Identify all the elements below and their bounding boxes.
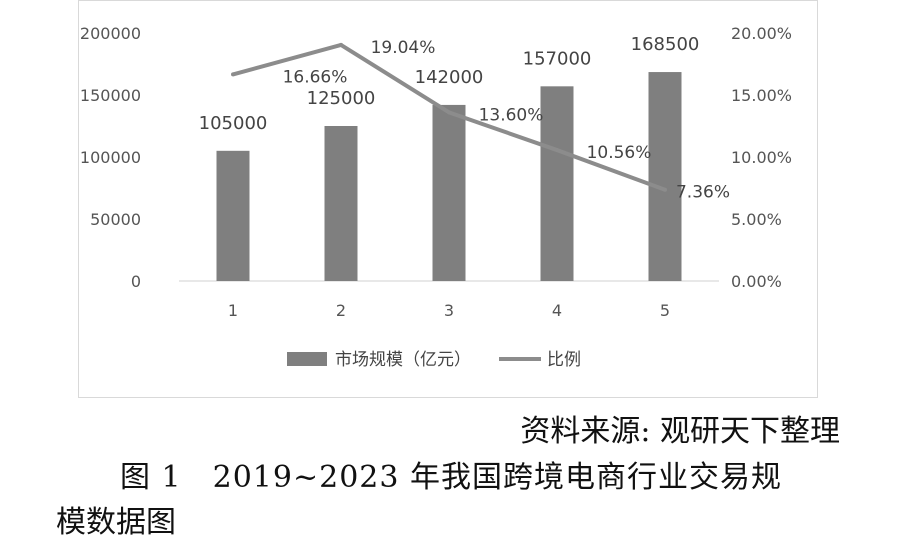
combo-chart: 0 50000 100000 150000 200000 0.00% 5.00% 10.00%… xyxy=(80,24,792,370)
line-point xyxy=(555,148,559,153)
bar xyxy=(648,72,682,281)
y-left-tick-label: 150000 xyxy=(80,86,141,105)
y-left-tick-label: 0 xyxy=(131,272,141,291)
bar xyxy=(540,86,574,281)
x-tick-label: 1 xyxy=(228,301,238,320)
bar-value-label: 142000 xyxy=(415,67,484,88)
line-value-label: 13.60% xyxy=(479,105,544,125)
y-left-tick-label: 50000 xyxy=(90,210,141,229)
bar xyxy=(432,104,466,281)
source-note: 资料来源: 观研天下整理 xyxy=(520,414,840,449)
bar xyxy=(324,126,358,281)
bar-value-label: 105000 xyxy=(199,113,268,134)
line-value-label: 16.66% xyxy=(283,67,348,87)
line-point xyxy=(663,187,667,192)
line-point xyxy=(339,42,343,47)
bar-value-label: 125000 xyxy=(307,88,376,109)
figure-title-line2: 模数据图 xyxy=(56,505,176,540)
x-tick-label: 4 xyxy=(552,301,562,320)
line-point xyxy=(447,110,451,115)
x-tick-label: 5 xyxy=(660,301,670,320)
y-left-tick-label: 200000 xyxy=(80,24,141,43)
y-right-tick-label: 0.00% xyxy=(731,272,782,291)
bar-value-label: 157000 xyxy=(523,48,592,69)
bar xyxy=(216,150,250,281)
figure-title-line1: 图 1 2019~2023 年我国跨境电商行业交易规 xyxy=(120,460,782,495)
x-tick-label: 2 xyxy=(336,301,346,320)
legend-bar-swatch xyxy=(287,352,327,366)
legend-line-label: 比例 xyxy=(547,350,581,370)
chart-frame: 0 50000 100000 150000 200000 0.00% 5.00% 10.00%… xyxy=(78,0,818,398)
line-value-label: 19.04% xyxy=(371,38,436,58)
y-right-tick-label: 10.00% xyxy=(731,148,792,167)
bar-value-label: 168500 xyxy=(631,34,700,55)
line-point xyxy=(231,72,235,77)
y-right-tick-label: 5.00% xyxy=(731,210,782,229)
x-tick-label: 3 xyxy=(444,301,454,320)
line-value-label: 7.36% xyxy=(676,183,730,203)
y-right-tick-label: 20.00% xyxy=(731,24,792,43)
y-right-tick-label: 15.00% xyxy=(731,86,792,105)
y-left-tick-label: 100000 xyxy=(80,148,141,167)
line-value-label: 10.56% xyxy=(587,143,652,163)
legend-bar-label: 市场规模（亿元） xyxy=(335,350,471,370)
